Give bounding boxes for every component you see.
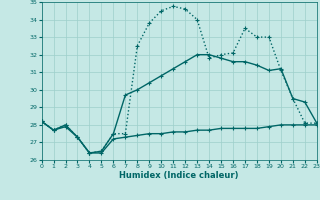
X-axis label: Humidex (Indice chaleur): Humidex (Indice chaleur) bbox=[119, 171, 239, 180]
